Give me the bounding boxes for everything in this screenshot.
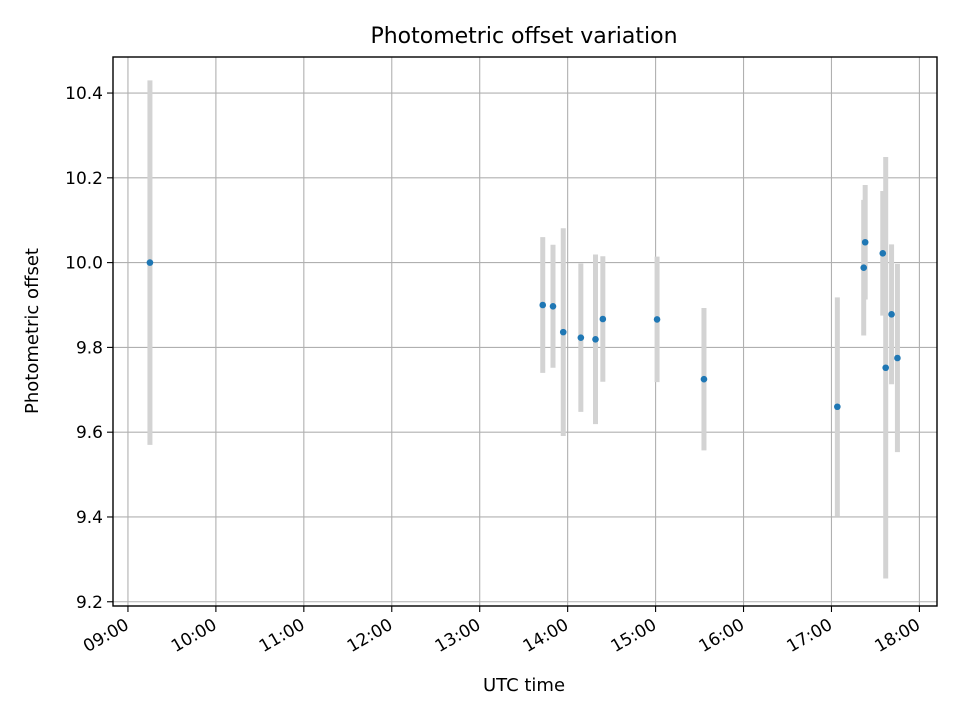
plot-frame [112,56,938,607]
x-tick-label: 16:00 [696,615,748,657]
data-point [559,328,567,336]
x-tick-label: 11:00 [256,615,308,657]
data-point [577,334,585,341]
x-tick-label: 15:00 [608,615,660,657]
y-tick-label: 10.2 [65,169,103,189]
data-point [539,301,547,309]
y-tick-label: 9.8 [76,338,103,358]
x-tick-label: 17:00 [784,615,836,657]
x-axis-ticks: 09:00 10:00 11:00 12:00 13:00 14:00 15:00 16:00… [80,606,924,657]
x-tick-label: 09:00 [80,615,132,657]
y-tick-label: 9.4 [76,508,103,528]
data-point [860,264,868,271]
data-point [592,336,599,343]
data-point [861,238,869,246]
y-axis-label: Photometric offset [22,248,43,414]
data-point [700,375,708,383]
data-point [146,259,154,266]
data-point [549,302,557,310]
y-tick-label: 9.6 [76,423,103,443]
x-tick-label: 13:00 [432,615,484,657]
y-tick-label: 9.2 [76,593,103,613]
y-tick-label: 10.0 [65,254,103,274]
x-tick-label: 12:00 [344,615,396,657]
data-point [834,403,841,411]
data-point [888,311,895,318]
data-point [879,249,887,257]
data-point [653,316,661,323]
chart-title: Photometric offset variation [370,24,677,49]
y-axis-ticks: 9.2 9.4 9.6 9.8 10.0 10.2 10.4 [65,84,113,613]
data-point [882,364,890,372]
data-point [599,315,607,323]
x-tick-label: 10:00 [168,615,220,657]
grid [113,57,937,606]
y-tick-label: 10.4 [65,84,103,104]
data-point [894,354,901,362]
data-points [146,238,901,411]
x-tick-label: 14:00 [520,615,572,657]
x-tick-label: 18:00 [871,615,923,657]
error-bars [147,80,900,579]
x-axis-label: UTC time [483,675,565,696]
